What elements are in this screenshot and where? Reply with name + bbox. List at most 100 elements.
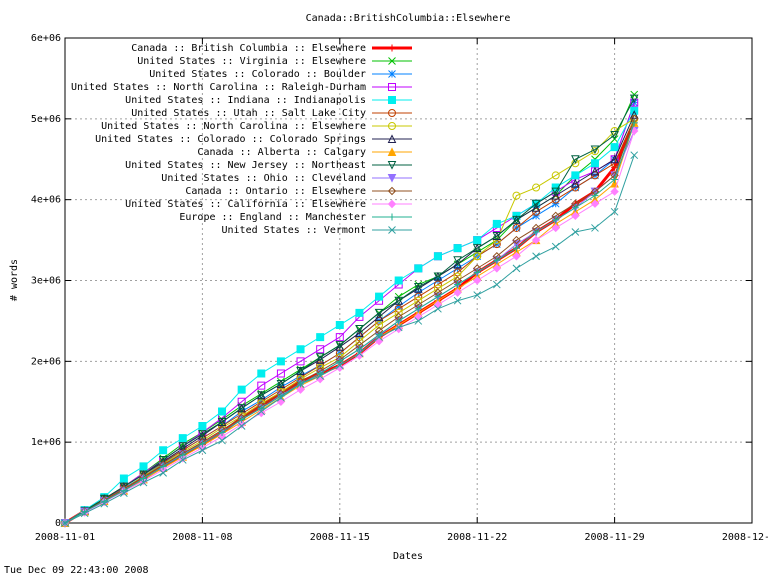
marker	[276, 357, 285, 366]
marker	[335, 341, 345, 350]
y-tick-label: 3e+06	[31, 276, 61, 287]
x-axis-label: Dates	[393, 551, 423, 562]
marker-part	[178, 434, 187, 443]
marker-part	[296, 380, 305, 388]
marker-part	[387, 186, 397, 196]
marker-part	[276, 379, 286, 389]
legend-label: United States :: Colorado :: Boulder	[149, 69, 366, 80]
marker-part	[159, 469, 167, 477]
marker-part	[531, 199, 541, 209]
footer: Tue Dec 09 22:43:00 2008	[4, 565, 149, 576]
marker	[198, 440, 206, 448]
marker	[237, 385, 246, 394]
marker	[296, 367, 305, 376]
legend-label: Canada :: Alberta :: Calgary	[197, 147, 366, 158]
marker	[375, 333, 383, 341]
marker	[355, 349, 364, 358]
marker	[257, 404, 265, 412]
marker	[394, 296, 403, 306]
marker-part	[433, 252, 442, 261]
marker	[355, 345, 363, 353]
marker	[571, 204, 579, 212]
marker	[387, 161, 397, 170]
marker-part	[276, 357, 285, 366]
marker	[61, 519, 69, 527]
legend-label: United States :: Virginia :: Elsewhere	[137, 56, 366, 67]
marker	[610, 131, 619, 140]
marker-part	[532, 183, 541, 192]
marker	[394, 276, 403, 285]
marker-part	[355, 349, 364, 358]
marker	[316, 333, 325, 342]
marker	[395, 317, 403, 325]
marker	[355, 308, 364, 317]
legend-label: Europe :: England :: Manchester	[179, 212, 366, 223]
x-tick-label: 2008-11-29	[584, 532, 644, 543]
marker	[315, 353, 325, 362]
marker	[388, 70, 396, 78]
marker	[590, 166, 600, 176]
y-tick-label: 6e+06	[31, 33, 61, 44]
marker	[316, 372, 325, 380]
marker-part	[374, 308, 384, 318]
legend-label: Canada :: Ontario :: Elsewhere	[185, 186, 366, 197]
marker-part	[218, 436, 226, 445]
marker	[472, 244, 482, 253]
legend-label: United States :: California :: Elsewhere	[125, 199, 366, 210]
marker	[218, 436, 226, 445]
marker-part	[532, 211, 540, 220]
marker	[388, 122, 396, 130]
series-line	[64, 122, 635, 524]
marker-part	[139, 478, 148, 487]
legend-label: United States :: North Carolina :: Ralei…	[71, 82, 366, 93]
marker	[276, 379, 286, 389]
marker	[590, 159, 599, 168]
marker-part	[492, 264, 502, 273]
marker-part	[218, 407, 227, 416]
marker	[531, 235, 541, 245]
marker-part	[61, 519, 69, 527]
x-tick-label: 2008-12-06	[722, 532, 768, 543]
marker	[217, 417, 227, 427]
marker	[532, 252, 540, 261]
legend-label: United States :: Ohio :: Cleveland	[161, 173, 366, 184]
marker	[119, 474, 128, 483]
marker	[218, 428, 226, 436]
marker-part	[119, 474, 128, 483]
marker	[571, 171, 580, 180]
marker-part	[472, 244, 482, 253]
marker	[551, 171, 560, 180]
marker	[388, 83, 396, 91]
marker	[433, 252, 442, 261]
marker	[158, 455, 168, 465]
marker	[296, 385, 305, 394]
marker	[336, 357, 344, 365]
marker-part	[237, 385, 246, 394]
marker	[387, 134, 397, 143]
legend-label: United States :: Vermont	[222, 225, 367, 236]
marker	[139, 462, 148, 471]
legend-label: United States :: New Jersey :: Northeast	[125, 160, 366, 171]
marker	[257, 381, 266, 390]
marker	[571, 228, 580, 236]
marker-part	[590, 199, 600, 208]
marker	[100, 499, 109, 508]
marker-part	[434, 304, 442, 313]
marker-part	[158, 455, 168, 465]
marker-part	[375, 320, 384, 329]
marker-part	[375, 333, 383, 341]
marker-part	[388, 109, 396, 117]
marker	[256, 391, 266, 400]
marker-part	[296, 385, 305, 394]
marker-part	[178, 442, 188, 451]
marker	[198, 446, 207, 455]
marker-part	[387, 199, 397, 209]
marker	[433, 272, 443, 282]
marker	[296, 357, 305, 366]
marker	[388, 226, 396, 234]
marker	[610, 207, 619, 216]
legend-label: United States :: Indiana :: Indianapolis	[125, 95, 366, 106]
marker-part	[414, 264, 423, 273]
marker-part	[388, 70, 396, 78]
marker-part	[531, 203, 541, 212]
